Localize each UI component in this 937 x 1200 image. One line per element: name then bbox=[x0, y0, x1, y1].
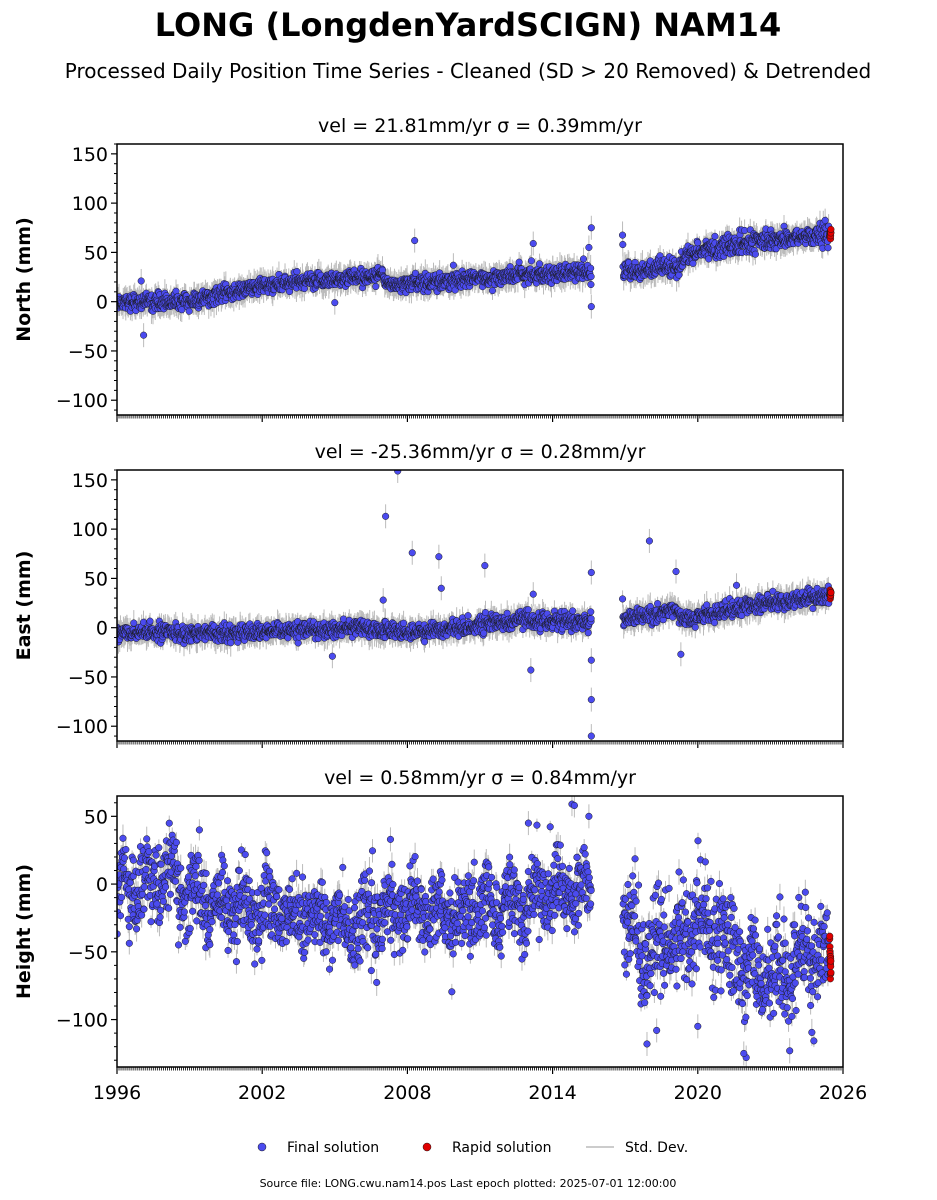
final-point bbox=[515, 258, 523, 266]
panel-north: vel = 21.81mm/yr σ = 0.39mm/yr North (mm)… bbox=[13, 115, 844, 422]
y-tick-label: 150 bbox=[72, 144, 108, 166]
final-point bbox=[587, 280, 595, 289]
final-point bbox=[488, 287, 497, 295]
final-point bbox=[705, 255, 713, 263]
data-points bbox=[117, 216, 835, 339]
y-axis-label: East (mm) bbox=[13, 551, 35, 661]
final-point bbox=[536, 260, 544, 268]
outlier-point bbox=[449, 261, 457, 269]
outlier-point bbox=[587, 303, 595, 311]
final-point bbox=[821, 216, 829, 224]
final-point bbox=[185, 307, 193, 315]
outlier-point bbox=[585, 243, 593, 252]
final-point bbox=[411, 269, 420, 277]
y-tick-label: 50 bbox=[84, 242, 108, 264]
figure-subtitle: Processed Daily Position Time Series - C… bbox=[65, 59, 871, 83]
y-tick-label: −100 bbox=[56, 390, 108, 412]
final-point bbox=[694, 239, 702, 247]
final-point bbox=[587, 264, 595, 272]
panel-title: vel = 21.81mm/yr σ = 0.39mm/yr bbox=[318, 115, 642, 137]
final-point bbox=[751, 250, 759, 258]
outlier-point bbox=[529, 239, 537, 248]
final-point bbox=[527, 257, 535, 265]
final-point bbox=[372, 282, 380, 291]
outlier-point bbox=[411, 237, 419, 245]
final-point bbox=[824, 244, 832, 252]
final-point bbox=[587, 273, 595, 281]
final-point bbox=[579, 255, 588, 263]
final-point bbox=[675, 271, 683, 279]
final-point bbox=[293, 268, 301, 276]
y-axis-label: North (mm) bbox=[13, 217, 35, 342]
data-layer bbox=[117, 470, 835, 741]
data-layer bbox=[117, 208, 835, 348]
outlier-point bbox=[137, 277, 145, 285]
rapid-point bbox=[827, 225, 835, 233]
figure-title: LONG (LongdenYardSCIGN) NAM14 bbox=[155, 6, 781, 44]
outlier-point bbox=[331, 299, 339, 307]
outlier-point bbox=[140, 331, 148, 339]
final-point bbox=[618, 231, 627, 239]
panel-east: vel = -25.36mm/yr σ = 0.28mm/yr East (mm)… bbox=[13, 441, 844, 748]
y-tick-label: −50 bbox=[68, 341, 108, 363]
outlier-point bbox=[619, 240, 627, 249]
panel-title: vel = -25.36mm/yr σ = 0.28mm/yr bbox=[315, 441, 646, 463]
y-tick-label: 100 bbox=[72, 193, 108, 215]
outlier-point bbox=[587, 224, 595, 232]
final-point bbox=[711, 232, 719, 240]
y-tick-label: 0 bbox=[96, 292, 108, 314]
